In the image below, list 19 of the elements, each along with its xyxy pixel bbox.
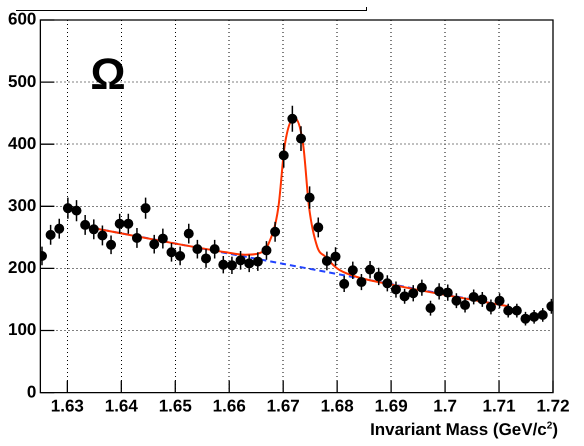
x-tick-label: 1.71 <box>482 396 516 416</box>
y-tick-label: 100 <box>8 320 36 340</box>
y-tick-label: 0 <box>26 382 36 402</box>
x-tick-label: 1.66 <box>212 396 246 416</box>
x-tick-label: 1.72 <box>536 396 570 416</box>
y-tick-label: 200 <box>8 258 36 278</box>
x-tick-label: 1.64 <box>104 396 138 416</box>
x-tick-label: 1.68 <box>320 396 354 416</box>
x-tick-label: 1.67 <box>266 396 300 416</box>
y-tick-label: 400 <box>8 134 36 153</box>
x-axis-title: Invariant Mass (GeV/c$^{2}$) <box>370 420 558 440</box>
y-tick-label: 500 <box>8 72 36 91</box>
x-tick-label: 1.63 <box>50 396 84 416</box>
x-tick-label: 1.65 <box>158 396 192 416</box>
y-tick-label: 300 <box>8 196 36 215</box>
annotation: Ω <box>90 50 126 100</box>
y-tick-label: 600 <box>8 10 36 29</box>
x-tick-label: 1.69 <box>374 396 408 416</box>
x-tick-label: 1.7 <box>433 396 457 416</box>
